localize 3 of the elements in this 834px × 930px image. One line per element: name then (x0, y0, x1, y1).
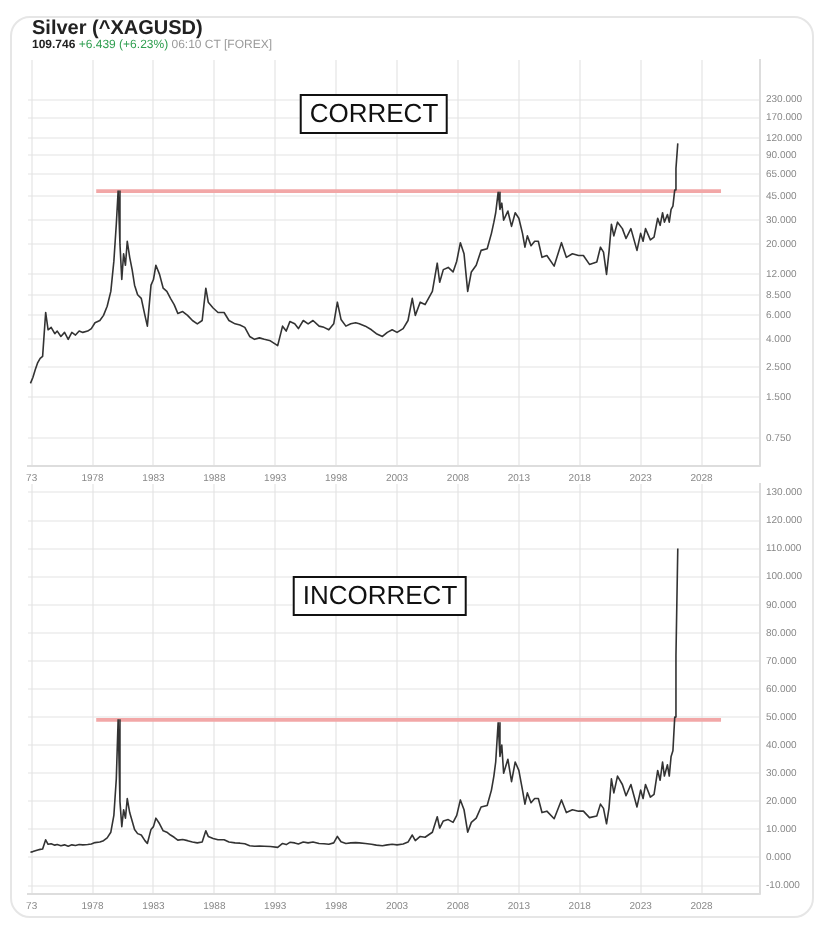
annotation: CORRECT (299, 94, 449, 134)
annotation: INCORRECT (292, 576, 468, 616)
chart-title: Silver (^XAGUSD) (32, 18, 203, 40)
